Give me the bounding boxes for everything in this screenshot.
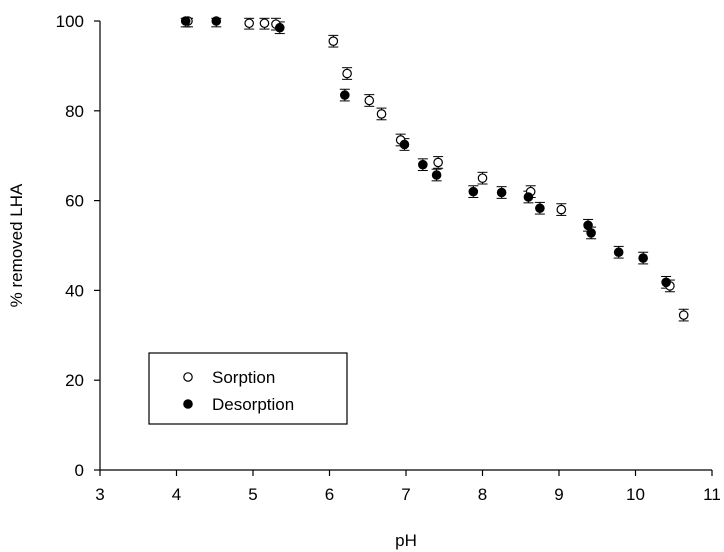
y-tick-label: 0 — [75, 461, 84, 480]
data-point-desorption — [613, 247, 624, 258]
x-tick-label: 6 — [325, 485, 334, 504]
data-point-desorption — [468, 186, 479, 197]
data-point-desorption — [661, 277, 671, 288]
error-bars — [180, 17, 689, 322]
data-point-desorption — [496, 187, 507, 198]
y-tick-label: 40 — [65, 281, 84, 300]
data-point-desorption — [586, 228, 596, 238]
y-tick-label: 60 — [65, 192, 84, 211]
x-tick-label: 7 — [401, 485, 410, 504]
data-point-sorption — [364, 95, 375, 106]
data-point-desorption — [274, 22, 285, 33]
data-point-desorption — [399, 139, 410, 150]
data-point-sorption — [328, 36, 339, 47]
legend-box — [148, 352, 348, 425]
axis-ticks: 3 4 5 6 7 8 9 10 11 0 20 40 60 80 100 — [56, 12, 721, 504]
x-tick-label: 4 — [172, 485, 181, 504]
x-tick-label: 8 — [478, 485, 487, 504]
data-point-desorption — [431, 170, 442, 180]
data-point-desorption — [211, 16, 222, 26]
data-point-sorption — [433, 157, 443, 168]
x-tick-label: 11 — [703, 485, 721, 504]
data-point-sorption — [259, 18, 270, 29]
legend-label-desorption: Desorption — [212, 395, 294, 414]
legend: Sorption Desorption — [148, 352, 348, 425]
data-point-desorption — [339, 90, 350, 100]
x-tick-label: 3 — [95, 485, 104, 504]
legend-marker-desorption — [183, 399, 193, 409]
legend-label-sorption: Sorption — [212, 368, 275, 387]
data-point-desorption — [523, 192, 534, 202]
legend-marker-sorption — [183, 372, 193, 382]
y-tick-label: 20 — [65, 371, 84, 390]
x-tick-label: 9 — [554, 485, 563, 504]
y-tick-label: 100 — [56, 12, 84, 31]
data-point-desorption — [418, 159, 428, 170]
data-point-sorption — [376, 109, 387, 119]
data-points — [180, 16, 689, 320]
data-point-desorption — [535, 203, 545, 214]
data-point-sorption — [556, 204, 567, 215]
y-axis-title: % removed LHA — [7, 183, 26, 307]
data-point-desorption — [180, 16, 191, 26]
data-point-sorption — [477, 173, 488, 183]
x-tick-label: 10 — [626, 485, 645, 504]
y-tick-label: 80 — [65, 102, 84, 121]
x-tick-label: 5 — [248, 485, 257, 504]
data-point-sorption — [342, 68, 352, 79]
data-point-desorption — [638, 253, 648, 263]
x-axis-title: pH — [395, 531, 417, 550]
data-point-sorption — [678, 310, 689, 320]
data-point-sorption — [244, 18, 254, 29]
